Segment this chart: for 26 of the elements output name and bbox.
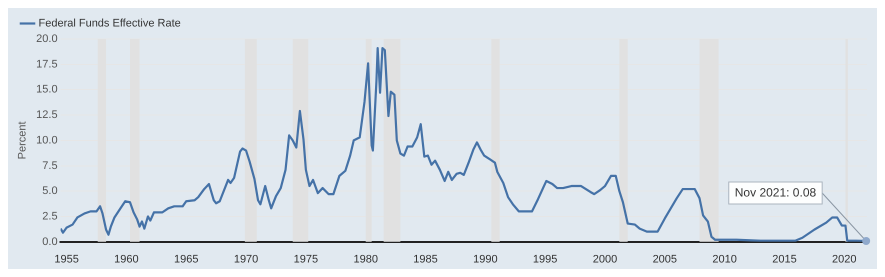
x-tick-label: 1975 xyxy=(294,253,318,266)
y-tick-label: 0.0 xyxy=(42,236,58,248)
y-tick-label: 15.0 xyxy=(36,84,58,96)
x-tick-label: 2010 xyxy=(712,253,737,266)
x-tick-label: 1960 xyxy=(114,253,139,266)
y-tick-label: 7.5 xyxy=(42,160,58,172)
y-tick-label: 10.0 xyxy=(36,134,58,146)
x-tick-label: 1970 xyxy=(234,253,258,266)
legend-label: Federal Funds Effective Rate xyxy=(38,18,181,30)
x-tick-label: 1995 xyxy=(532,253,558,266)
x-tick-label: 1985 xyxy=(413,253,438,266)
x-tick-label: 2015 xyxy=(772,253,797,266)
y-axis-title: Percent xyxy=(16,121,29,160)
y-tick-label: 2.5 xyxy=(42,210,58,222)
y-tick-label: 17.5 xyxy=(36,58,58,70)
x-tick-label: 2020 xyxy=(832,253,857,266)
y-tick-label: 20.0 xyxy=(36,33,58,46)
x-tick-label: 2005 xyxy=(652,253,678,266)
y-tick-label: 12.5 xyxy=(36,109,58,122)
x-tick-label: 1980 xyxy=(353,253,378,266)
annotation: Nov 2021: 0.08 xyxy=(734,185,816,200)
x-tick-label: 2000 xyxy=(592,253,618,266)
x-tick-label: 1990 xyxy=(473,253,498,266)
y-tick-label: 5.0 xyxy=(42,185,58,198)
x-tick-label: 1965 xyxy=(174,253,198,266)
x-tick-label: 1955 xyxy=(54,253,79,266)
